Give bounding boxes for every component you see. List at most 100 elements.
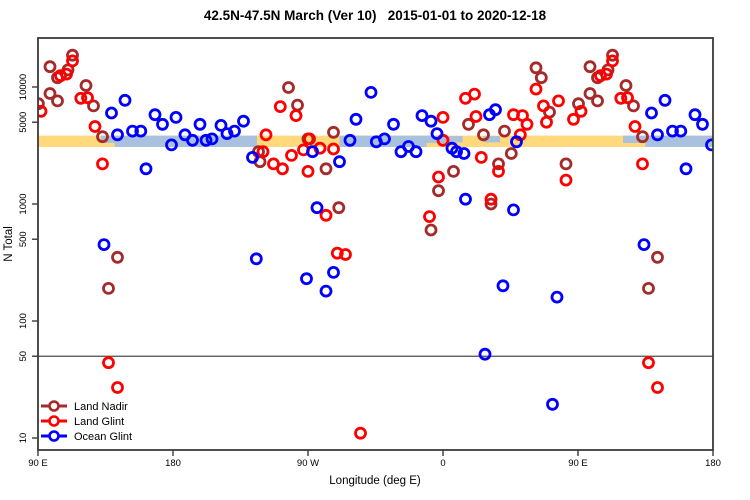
y-tick-label: 50 (18, 351, 29, 362)
data-point (559, 173, 573, 187)
data-point (88, 120, 102, 133)
data-point (339, 248, 352, 261)
data-point (529, 61, 543, 75)
y-tick-label: 5000 (18, 112, 29, 133)
data-point (484, 192, 498, 206)
data-point (529, 82, 543, 96)
ocean-band-patch (483, 136, 500, 143)
data-point (66, 54, 79, 68)
data-point (205, 132, 219, 146)
data-point (492, 157, 505, 171)
data-point (186, 133, 199, 147)
data-point (220, 127, 234, 141)
data-point (96, 157, 109, 171)
y-axis-label: N Total (3, 226, 15, 262)
data-point (436, 111, 450, 124)
data-point (139, 162, 153, 176)
data-point (102, 281, 115, 295)
data-point (459, 192, 472, 206)
data-point (462, 117, 475, 131)
ocean-band-segment (623, 135, 713, 148)
data-point (546, 397, 559, 411)
data-point (606, 54, 619, 68)
data-point (567, 112, 580, 126)
data-point (537, 99, 550, 113)
data-point (468, 87, 481, 101)
data-point (349, 112, 363, 126)
data-point (66, 48, 79, 62)
legend-marker (48, 400, 60, 412)
land-band-patch (101, 143, 115, 148)
data-point (651, 381, 664, 394)
data-point (474, 150, 488, 164)
data-point (478, 347, 492, 361)
data-point (246, 150, 259, 164)
data-point (301, 164, 315, 178)
data-point (696, 117, 709, 131)
data-point (111, 381, 124, 394)
data-point (102, 356, 115, 370)
data-point (651, 250, 664, 264)
data-point (330, 246, 344, 260)
land-band-patch (426, 143, 448, 148)
data-point (666, 124, 679, 138)
y-tick-label: 100 (18, 313, 29, 329)
plot-border (37, 37, 714, 451)
data-point (510, 135, 523, 149)
data-point (199, 133, 213, 147)
ocean-band-segment (101, 135, 257, 148)
data-point (572, 97, 585, 111)
legend: Land Nadir Land Glint Ocean Glint (41, 400, 132, 443)
data-point (674, 124, 688, 138)
data-point (432, 184, 445, 198)
legend-label: Ocean Glint (74, 431, 132, 443)
data-point (594, 69, 607, 83)
x-tick-label: 90 E (28, 458, 48, 469)
data-point (214, 119, 228, 132)
data-point (450, 145, 463, 159)
data-point (600, 67, 613, 81)
data-point (327, 142, 340, 156)
data-point (688, 108, 702, 122)
data-point (642, 281, 655, 295)
data-point (51, 94, 64, 108)
data-point (430, 127, 444, 141)
series-land-nadir (38, 48, 664, 295)
data-point (96, 130, 109, 144)
data-point (705, 138, 713, 152)
data-point (319, 162, 333, 176)
data-point (43, 60, 57, 74)
data-point (148, 108, 162, 122)
data-point (636, 130, 649, 144)
data-point (156, 117, 169, 131)
data-point (343, 133, 357, 147)
data-point (111, 250, 124, 264)
points-layer (38, 48, 713, 440)
data-point (642, 356, 655, 370)
data-point (285, 148, 298, 162)
data-point (126, 124, 139, 138)
data-point (583, 60, 597, 74)
data-point (559, 157, 573, 171)
data-point (447, 164, 460, 178)
data-point (457, 147, 471, 160)
data-point (583, 87, 597, 100)
data-point (550, 290, 564, 304)
data-point (378, 132, 391, 146)
x-tick-label: 90 W (297, 458, 319, 469)
data-point (327, 125, 340, 139)
data-point (273, 100, 287, 113)
data-point (319, 284, 333, 298)
data-point (111, 128, 124, 142)
data-point (354, 426, 367, 440)
data-point (256, 145, 270, 159)
data-point (432, 170, 445, 184)
x-tick-label: 180 (165, 458, 181, 469)
data-point (169, 111, 183, 124)
data-point (333, 155, 346, 169)
data-point (332, 201, 346, 215)
ocean-band-patch (447, 136, 463, 143)
data-point (60, 67, 73, 81)
